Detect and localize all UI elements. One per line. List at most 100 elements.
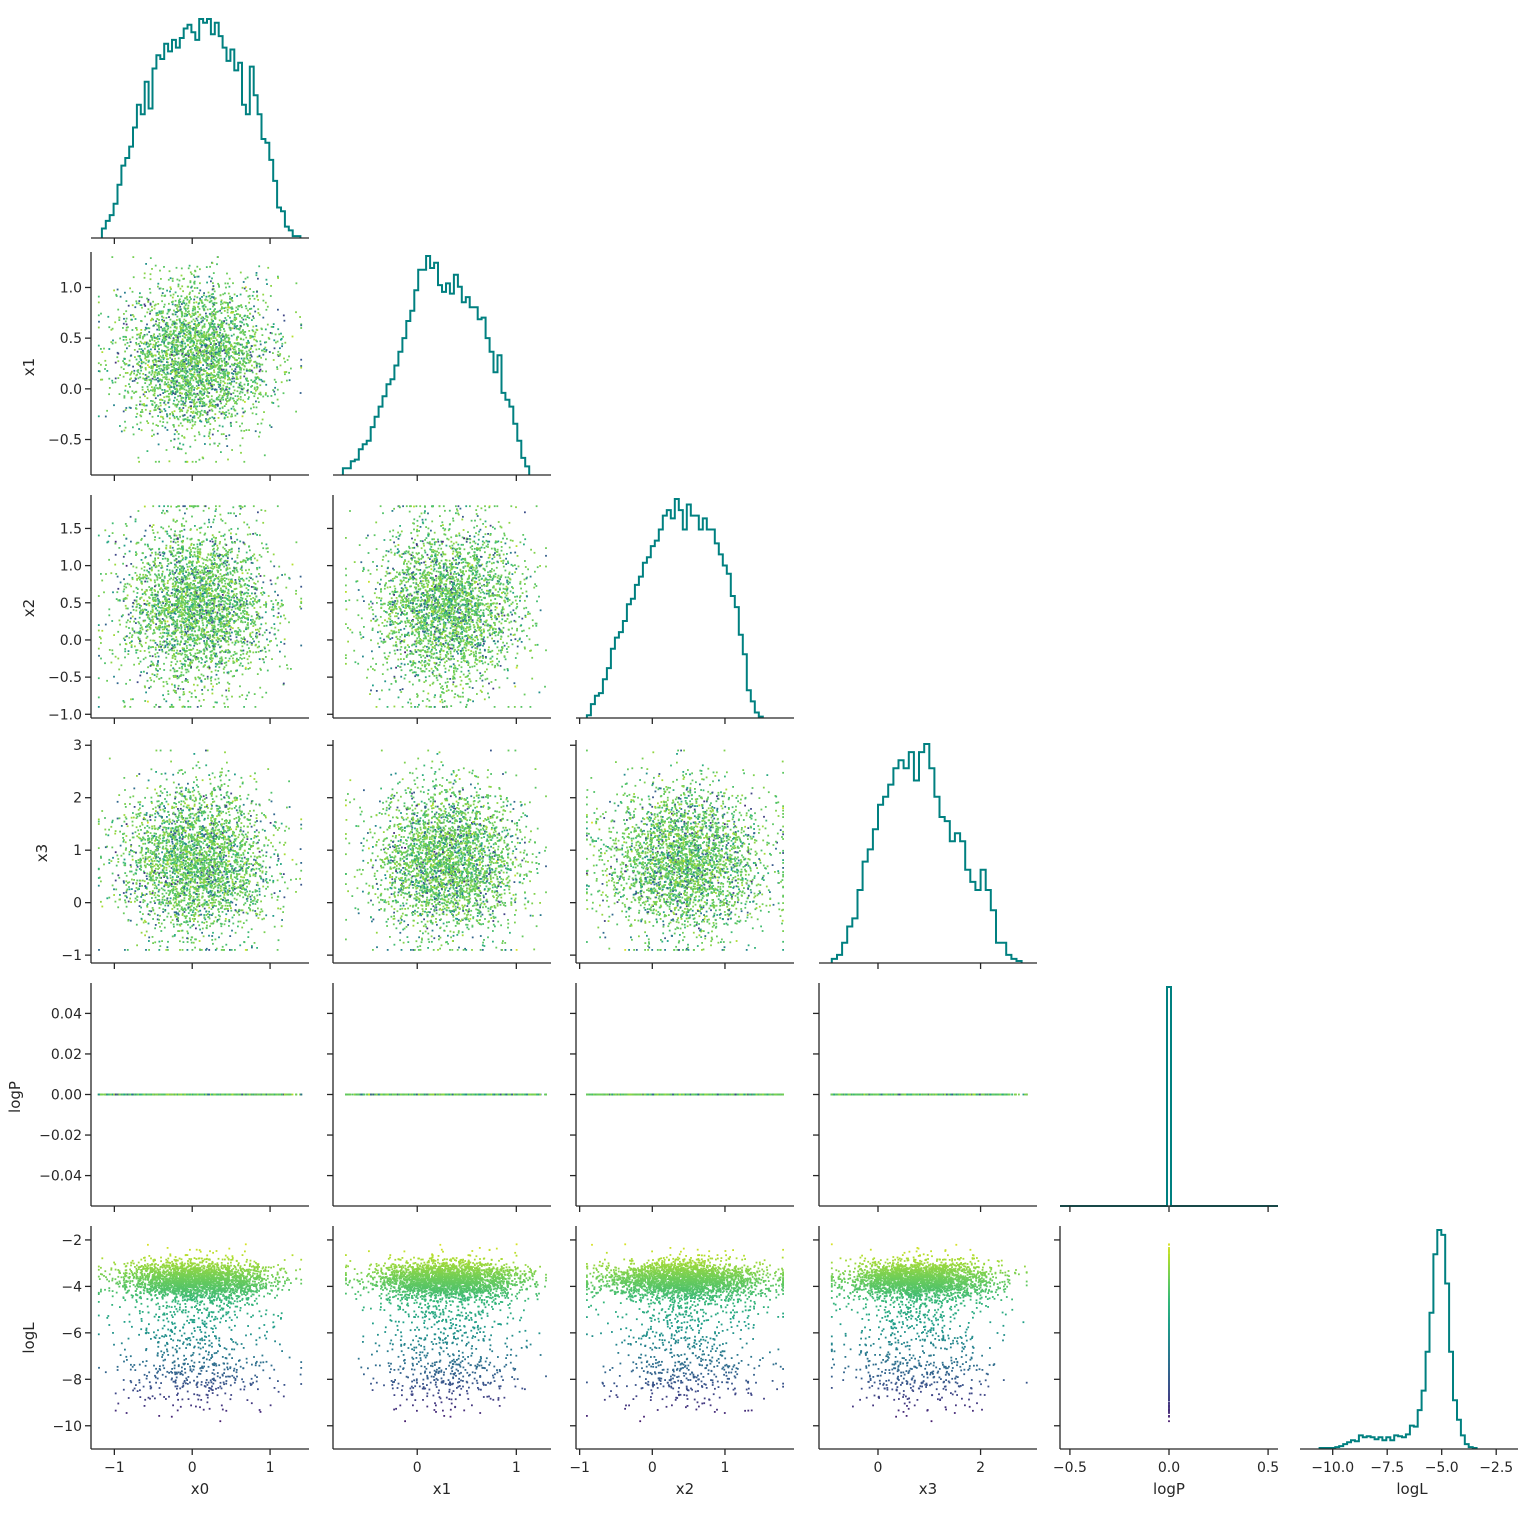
scatter-point (187, 417, 189, 419)
scatter-point (196, 406, 198, 408)
scatter-point (200, 353, 202, 355)
scatter-point (164, 427, 166, 429)
scatter-point (178, 304, 180, 306)
scatter-point (240, 304, 242, 306)
scatter-point (100, 379, 102, 381)
scatter-point (204, 384, 206, 386)
scatter-point (221, 339, 223, 341)
scatter-point (242, 437, 244, 439)
scatter-point (149, 313, 151, 315)
scatter-point (300, 392, 302, 394)
scatter-point (185, 368, 187, 370)
scatter-point (207, 331, 209, 333)
scatter-point (178, 302, 180, 304)
scatter-point (214, 388, 216, 390)
scatter-point (178, 419, 180, 421)
scatter-point (177, 295, 179, 297)
scatter-point (211, 355, 213, 357)
scatter-point (193, 411, 195, 413)
scatter-point (147, 364, 149, 366)
scatter-point (266, 283, 268, 285)
scatter-point (221, 300, 223, 302)
scatter-point (144, 382, 146, 384)
scatter-point (200, 398, 202, 400)
scatter-point (201, 405, 203, 407)
scatter-point (208, 382, 210, 384)
scatter-point (256, 291, 258, 293)
scatter-point (170, 335, 172, 337)
scatter-point (132, 291, 134, 293)
scatter-point (139, 345, 141, 347)
scatter-point (267, 306, 269, 308)
scatter-point (204, 344, 206, 346)
scatter-point (181, 313, 183, 315)
scatter-point (213, 309, 215, 311)
scatter-point (213, 334, 215, 336)
scatter-point (281, 343, 283, 345)
scatter-point (242, 350, 244, 352)
scatter-point (215, 356, 217, 358)
scatter-point (268, 338, 270, 340)
scatter-point (145, 363, 147, 365)
scatter-point (154, 387, 156, 389)
scatter-point (151, 309, 153, 311)
scatter-point (253, 406, 255, 408)
scatter-point (181, 370, 183, 372)
scatter-point (174, 358, 176, 360)
scatter-point (125, 336, 127, 338)
scatter-point (175, 344, 177, 346)
scatter-point (161, 374, 163, 376)
scatter-point (275, 381, 277, 383)
y-tick-label: 0.5 (60, 331, 82, 347)
scatter-point (248, 396, 250, 398)
scatter-point (157, 388, 159, 390)
scatter-point (229, 286, 231, 288)
scatter-point (204, 391, 206, 393)
scatter-point (222, 303, 224, 305)
scatter-point (211, 320, 213, 322)
scatter-point (140, 367, 142, 369)
scatter-point (198, 387, 200, 389)
scatter-point (284, 371, 286, 373)
scatter-point (166, 361, 168, 363)
scatter-point (161, 379, 163, 381)
scatter-point (177, 351, 179, 353)
scatter-point (154, 379, 156, 381)
scatter-point (150, 278, 152, 280)
scatter-point (206, 372, 208, 374)
scatter-point (188, 396, 190, 398)
scatter-point (194, 332, 196, 334)
scatter-point (185, 313, 187, 315)
scatter-point (141, 361, 143, 363)
scatter-point (183, 356, 185, 358)
scatter-point (265, 358, 267, 360)
scatter-point (176, 267, 178, 269)
scatter-point (223, 346, 225, 348)
scatter-point (108, 393, 110, 395)
scatter-point (219, 358, 221, 360)
scatter-point (205, 418, 207, 420)
scatter-point (219, 384, 221, 386)
scatter-point (211, 363, 213, 365)
scatter-point (111, 380, 113, 382)
scatter-point (216, 357, 218, 359)
scatter-point (147, 350, 149, 352)
scatter-point (187, 371, 189, 373)
scatter-point (227, 383, 229, 385)
scatter-point (115, 378, 117, 380)
scatter-point (225, 340, 227, 342)
scatter-point (212, 362, 214, 364)
scatter-point (139, 404, 141, 406)
scatter-point (199, 405, 201, 407)
scatter-point (187, 410, 189, 412)
scatter-point (264, 351, 266, 353)
scatter-point (165, 353, 167, 355)
scatter-point (191, 348, 193, 350)
scatter-point (168, 316, 170, 318)
scatter-point (191, 286, 193, 288)
scatter-point (157, 433, 159, 435)
scatter-point (203, 339, 205, 341)
scatter-point (136, 375, 138, 377)
scatter-point (243, 461, 245, 463)
scatter-point (160, 361, 162, 363)
